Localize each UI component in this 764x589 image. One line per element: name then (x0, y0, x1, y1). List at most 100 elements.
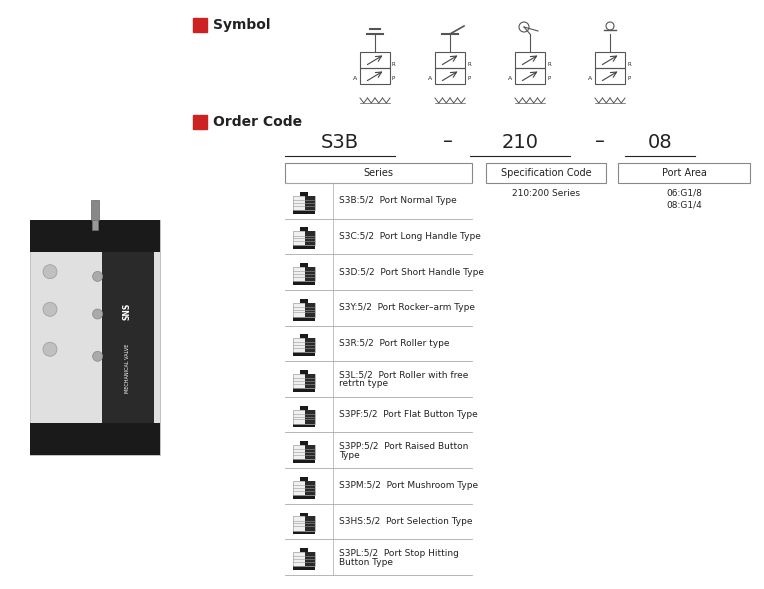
Bar (293, 231, 315, 246)
Bar (293, 303, 315, 317)
Bar (305, 517, 315, 531)
Bar (305, 374, 315, 388)
Circle shape (92, 309, 102, 319)
Bar (305, 196, 315, 210)
Text: Port Area: Port Area (662, 168, 707, 178)
Text: A: A (353, 75, 357, 81)
Bar (293, 517, 315, 531)
Text: 210:200 Series: 210:200 Series (512, 188, 580, 197)
Bar (293, 552, 315, 566)
Bar (299, 512, 309, 517)
Bar (299, 299, 309, 303)
Text: 08:G1/4: 08:G1/4 (666, 200, 702, 210)
Circle shape (43, 264, 57, 279)
Bar (293, 531, 315, 534)
Text: retrtn type: retrtn type (339, 379, 388, 389)
Bar (435, 68, 465, 84)
Bar (92, 220, 98, 230)
Text: S3PF:5/2  Port Flat Button Type: S3PF:5/2 Port Flat Button Type (339, 410, 478, 419)
Text: –: – (595, 133, 605, 151)
Text: –: – (443, 133, 453, 151)
Bar (293, 495, 315, 499)
Bar (305, 231, 315, 246)
Bar (360, 68, 390, 84)
Circle shape (92, 351, 102, 361)
Bar (193, 18, 207, 32)
Text: A: A (428, 75, 432, 81)
Text: R: R (467, 61, 471, 67)
Circle shape (92, 272, 102, 282)
Text: P: P (467, 75, 471, 81)
Bar (595, 52, 625, 68)
Bar (30, 220, 160, 252)
Bar (305, 338, 315, 352)
Bar (293, 459, 315, 463)
Bar (293, 445, 315, 459)
Text: A: A (588, 75, 592, 81)
Bar (293, 374, 315, 388)
Bar (299, 406, 309, 409)
Bar (102, 252, 154, 423)
Text: S3PM:5/2  Port Mushroom Type: S3PM:5/2 Port Mushroom Type (339, 481, 478, 491)
Text: SNS: SNS (123, 303, 132, 320)
Bar (293, 388, 315, 392)
Text: A: A (508, 75, 512, 81)
Text: Button Type: Button Type (339, 558, 393, 567)
Text: Order Code: Order Code (213, 115, 302, 129)
Text: S3PL:5/2  Port Stop Hitting: S3PL:5/2 Port Stop Hitting (339, 549, 459, 558)
Text: 06:G1/8: 06:G1/8 (666, 188, 702, 197)
Bar (299, 227, 309, 231)
Bar (515, 68, 545, 84)
Bar (293, 210, 315, 214)
Bar (299, 370, 309, 374)
Bar (285, 163, 472, 183)
Bar (305, 409, 315, 423)
Text: S3L:5/2  Port Roller with free: S3L:5/2 Port Roller with free (339, 370, 468, 379)
Bar (486, 163, 606, 183)
Text: R: R (392, 61, 396, 67)
Circle shape (43, 342, 57, 356)
Bar (293, 481, 315, 495)
Bar (91, 200, 99, 220)
Text: R: R (627, 61, 631, 67)
Bar (293, 409, 315, 423)
Text: P: P (392, 75, 395, 81)
Bar (299, 192, 309, 196)
Text: MECHANICAL VALVE: MECHANICAL VALVE (125, 343, 130, 393)
Bar (305, 481, 315, 495)
Text: S3PP:5/2  Port Raised Button: S3PP:5/2 Port Raised Button (339, 442, 468, 451)
Text: Symbol: Symbol (213, 18, 270, 32)
Text: S3R:5/2  Port Roller type: S3R:5/2 Port Roller type (339, 339, 449, 348)
Bar (293, 423, 315, 428)
Bar (293, 267, 315, 281)
Bar (293, 317, 315, 320)
Bar (293, 281, 315, 285)
Bar (515, 52, 545, 68)
Bar (193, 115, 207, 129)
Bar (30, 220, 160, 455)
Bar (293, 566, 315, 570)
Bar (293, 246, 315, 249)
Text: S3Y:5/2  Port Rocker–arm Type: S3Y:5/2 Port Rocker–arm Type (339, 303, 475, 312)
Text: Specification Code: Specification Code (500, 168, 591, 178)
Bar (435, 52, 465, 68)
Bar (360, 52, 390, 68)
Bar (299, 477, 309, 481)
Bar (299, 548, 309, 552)
Bar (293, 338, 315, 352)
Text: S3B: S3B (321, 133, 359, 151)
Bar (293, 196, 315, 210)
Bar (30, 423, 160, 455)
Circle shape (43, 302, 57, 316)
Bar (305, 303, 315, 317)
Bar (595, 68, 625, 84)
Bar (299, 263, 309, 267)
Text: S3HS:5/2  Port Selection Type: S3HS:5/2 Port Selection Type (339, 517, 472, 526)
Text: S3B:5/2  Port Normal Type: S3B:5/2 Port Normal Type (339, 196, 457, 206)
Bar (305, 445, 315, 459)
Bar (299, 335, 309, 338)
Bar (618, 163, 750, 183)
Text: P: P (547, 75, 550, 81)
Text: P: P (627, 75, 630, 81)
Bar (299, 441, 309, 445)
